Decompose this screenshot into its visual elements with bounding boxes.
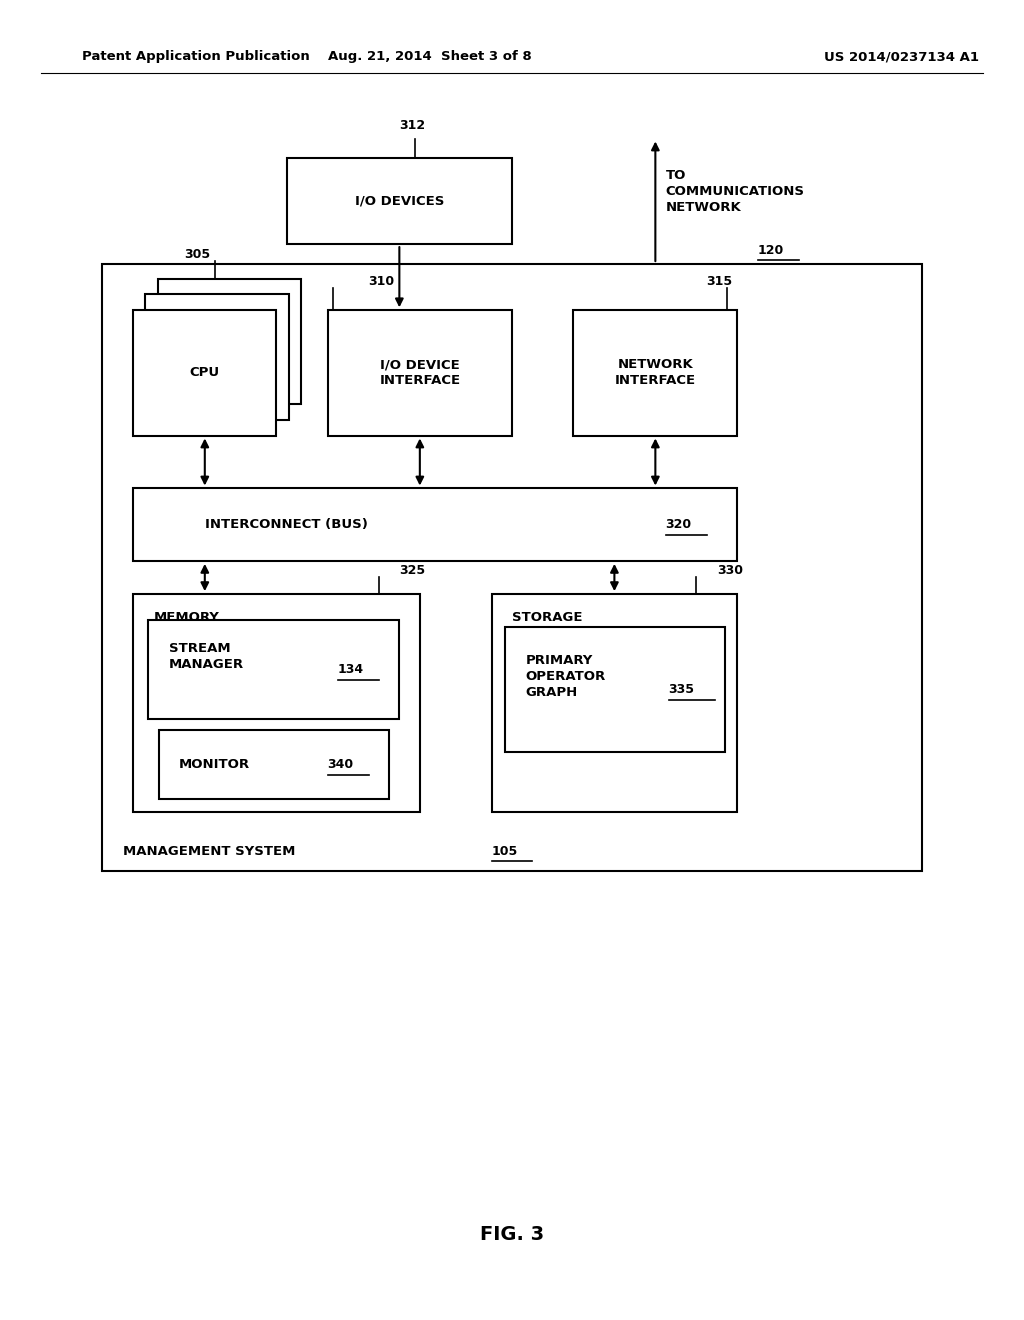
Text: I/O DEVICE
INTERFACE: I/O DEVICE INTERFACE [379,359,461,387]
Text: 310: 310 [369,275,395,288]
Text: MEMORY: MEMORY [154,611,219,624]
Text: Aug. 21, 2014  Sheet 3 of 8: Aug. 21, 2014 Sheet 3 of 8 [329,50,531,63]
Text: STREAM
MANAGER: STREAM MANAGER [169,643,244,671]
FancyBboxPatch shape [505,627,725,752]
FancyBboxPatch shape [133,310,276,436]
Text: INTERCONNECT (BUS): INTERCONNECT (BUS) [205,519,369,531]
Text: 315: 315 [707,275,733,288]
FancyBboxPatch shape [287,158,512,244]
Text: STORAGE: STORAGE [512,611,583,624]
Text: 134: 134 [338,664,365,676]
Text: Patent Application Publication: Patent Application Publication [82,50,309,63]
FancyBboxPatch shape [158,279,301,404]
FancyBboxPatch shape [102,264,922,871]
Text: US 2014/0237134 A1: US 2014/0237134 A1 [823,50,979,63]
Text: NETWORK
INTERFACE: NETWORK INTERFACE [614,359,696,387]
FancyBboxPatch shape [133,594,420,812]
Text: TO
COMMUNICATIONS
NETWORK: TO COMMUNICATIONS NETWORK [666,169,805,214]
Text: 330: 330 [717,564,742,577]
Text: I/O DEVICES: I/O DEVICES [354,195,444,207]
FancyBboxPatch shape [133,488,737,561]
FancyBboxPatch shape [328,310,512,436]
Text: 120: 120 [758,244,784,257]
Text: PRIMARY
OPERATOR
GRAPH: PRIMARY OPERATOR GRAPH [525,653,605,700]
Text: FIG. 3: FIG. 3 [480,1225,544,1243]
FancyBboxPatch shape [148,620,399,719]
Text: 105: 105 [492,845,518,858]
Text: 312: 312 [399,119,426,132]
Text: 335: 335 [669,684,694,696]
Text: 325: 325 [399,564,426,577]
Text: 305: 305 [184,248,211,261]
Text: MONITOR: MONITOR [179,758,250,771]
FancyBboxPatch shape [145,294,289,420]
FancyBboxPatch shape [492,594,737,812]
Text: MANAGEMENT SYSTEM: MANAGEMENT SYSTEM [123,845,295,858]
FancyBboxPatch shape [573,310,737,436]
Text: CPU: CPU [189,367,220,379]
FancyBboxPatch shape [159,730,389,799]
Text: 340: 340 [328,758,354,771]
Text: 320: 320 [666,519,692,531]
